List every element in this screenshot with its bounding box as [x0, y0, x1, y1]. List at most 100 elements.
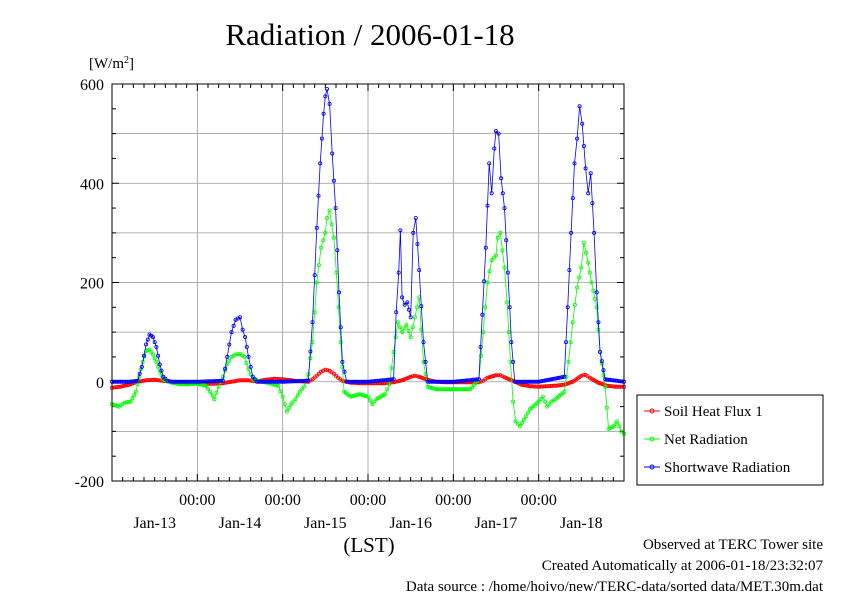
data-point [617, 424, 622, 429]
data-point [330, 151, 335, 156]
data-point [325, 368, 330, 373]
data-point [316, 193, 321, 198]
data-point [482, 279, 487, 284]
data-point [505, 270, 510, 275]
data-point [545, 377, 550, 382]
data-point [499, 176, 504, 181]
data-point [154, 359, 159, 364]
data-point [575, 136, 580, 141]
x-day-label: Jan-14 [219, 515, 262, 532]
data-point [289, 379, 294, 384]
data-point [243, 335, 248, 340]
data-point [527, 379, 532, 384]
data-point [316, 371, 321, 376]
data-point [406, 307, 411, 312]
y-axis-ticks: -200 0 200 400 600 [75, 77, 624, 491]
data-point [338, 325, 343, 330]
x-day-label: Jan-13 [133, 515, 176, 532]
data-point [489, 191, 494, 196]
data-point [372, 399, 377, 404]
data-point [210, 393, 215, 398]
data-point [367, 379, 372, 384]
x-time-label: 00:00 [350, 492, 386, 509]
data-point [299, 387, 304, 392]
data-point [231, 323, 236, 328]
data-point [566, 359, 571, 364]
data-point [244, 361, 249, 366]
x-time-label: 00:00 [435, 492, 471, 509]
data-point [438, 379, 443, 384]
data-point [246, 354, 251, 359]
data-point [338, 340, 343, 345]
data-point [357, 392, 362, 397]
data-point [211, 379, 216, 384]
data-point [549, 377, 554, 382]
data-point [413, 215, 418, 220]
data-point [187, 379, 192, 384]
data-point [500, 248, 505, 253]
data-point [295, 379, 300, 384]
data-point [163, 376, 168, 381]
data-point [500, 191, 505, 196]
data-point [543, 399, 548, 404]
data-point [460, 378, 465, 383]
data-point [150, 335, 155, 340]
data-point [327, 208, 332, 213]
data-point [297, 379, 302, 384]
data-point [193, 379, 198, 384]
data-point [365, 394, 370, 399]
data-point [269, 379, 274, 384]
data-point [298, 378, 303, 383]
data-point [167, 379, 172, 384]
data-point [485, 375, 490, 380]
data-point [252, 377, 257, 382]
data-point [423, 359, 428, 364]
data-point [212, 397, 217, 402]
data-point [150, 352, 155, 357]
data-point [589, 280, 594, 285]
data-point [415, 241, 420, 246]
data-point [567, 268, 572, 273]
y-tick-label: 400 [80, 176, 104, 193]
data-point [324, 87, 329, 92]
data-point [504, 238, 509, 243]
data-point [394, 310, 399, 315]
data-point [368, 398, 373, 403]
data-point [547, 402, 552, 407]
data-point [417, 268, 422, 273]
data-point [295, 393, 300, 398]
data-point [511, 359, 516, 364]
data-point [161, 374, 166, 379]
data-point [538, 397, 543, 402]
data-point [489, 258, 494, 263]
data-point [264, 379, 269, 384]
data-point [400, 295, 405, 300]
data-point [156, 353, 161, 358]
data-point [208, 379, 213, 384]
data-point [449, 379, 454, 384]
data-point [130, 396, 135, 401]
data-point [340, 359, 345, 364]
data-point [577, 104, 582, 109]
data-point [498, 373, 503, 378]
data-point [488, 374, 493, 379]
data-point [244, 344, 249, 349]
data-point [342, 369, 347, 374]
data-point [475, 377, 480, 382]
data-point [124, 400, 129, 405]
data-point [312, 273, 317, 278]
data-point [398, 378, 403, 383]
data-point [219, 378, 224, 383]
y-tick-label: 600 [80, 77, 104, 94]
data-point [505, 376, 510, 381]
data-point [152, 340, 157, 345]
data-point [182, 379, 187, 384]
data-point [615, 419, 620, 424]
data-point [389, 377, 394, 382]
data-point [464, 378, 469, 383]
data-point [235, 352, 240, 357]
data-point [518, 379, 523, 384]
data-point [410, 374, 415, 379]
data-point [301, 384, 306, 389]
